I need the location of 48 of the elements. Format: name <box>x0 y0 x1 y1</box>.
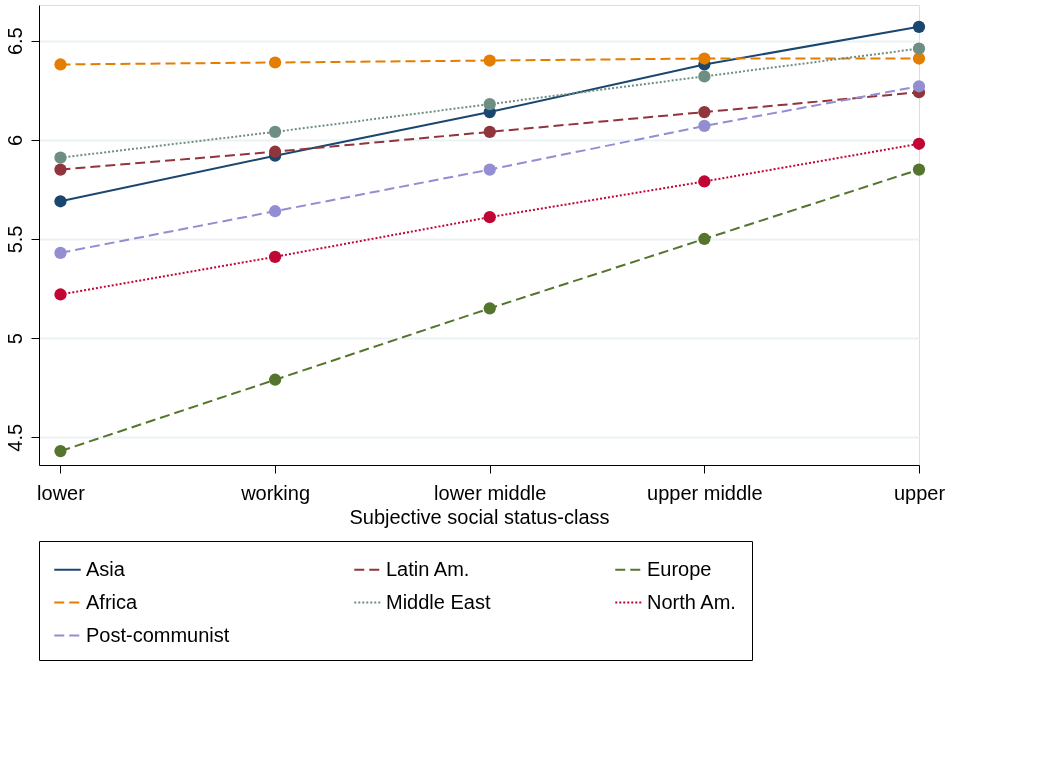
point <box>268 205 282 218</box>
point <box>268 373 282 386</box>
point <box>483 302 496 315</box>
legend-label: Europe <box>647 557 712 580</box>
y-tick-label: 6.5 <box>3 27 26 56</box>
point <box>54 195 67 208</box>
point <box>698 232 711 246</box>
point <box>698 175 711 188</box>
x-tick-label: working <box>240 481 311 504</box>
point <box>54 58 67 71</box>
point <box>483 98 496 111</box>
point <box>268 56 282 69</box>
legend-label: Asia <box>86 557 126 580</box>
legend-label: Africa <box>86 590 138 613</box>
point <box>912 163 926 176</box>
point <box>54 288 67 301</box>
point <box>483 163 496 176</box>
legend-label: Post-communist <box>86 623 230 646</box>
point <box>483 125 496 139</box>
point <box>698 119 711 133</box>
point <box>698 70 711 83</box>
point <box>54 151 67 164</box>
point <box>268 250 282 263</box>
point <box>912 42 926 55</box>
y-tick-label: 4.5 <box>3 423 26 452</box>
x-axis-title: Subjective social status-class <box>349 505 610 528</box>
point <box>54 246 67 259</box>
x-tick-label: lower middle <box>434 481 547 504</box>
y-tick-label: 5.5 <box>3 225 26 254</box>
x-tick-label: upper middle <box>647 481 763 504</box>
point <box>54 445 67 458</box>
point <box>912 20 926 33</box>
point <box>912 137 926 150</box>
legend-label: Middle East <box>386 590 491 613</box>
point <box>483 211 496 224</box>
y-tick-label: 5 <box>3 333 26 345</box>
x-tick-label: lower <box>37 481 86 504</box>
legend-label: North Am. <box>647 590 736 613</box>
point <box>698 105 711 119</box>
point <box>54 163 67 176</box>
point <box>268 145 282 158</box>
point <box>268 125 282 139</box>
point <box>912 80 926 93</box>
legend-label: Latin Am. <box>386 557 470 580</box>
y-tick-label: 6 <box>3 134 26 146</box>
point <box>483 54 496 67</box>
x-tick-label: upper <box>893 481 946 504</box>
point <box>698 52 711 65</box>
